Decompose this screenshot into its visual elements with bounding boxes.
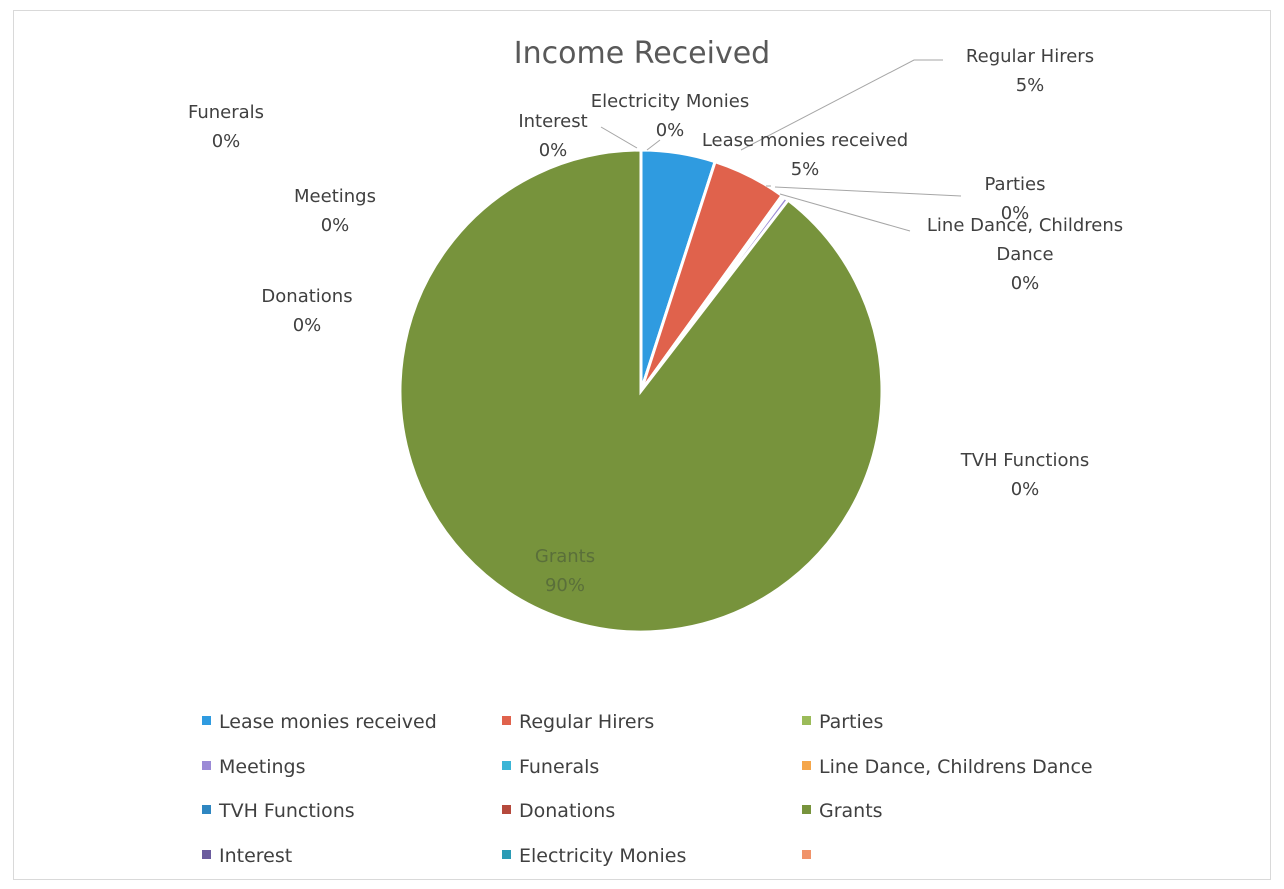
legend-swatch — [502, 805, 511, 814]
legend-item-donations: Donations — [502, 800, 615, 822]
data-label-electricity-monies: Electricity Monies 0% — [590, 91, 750, 141]
data-label-grants: Grants 90% — [534, 546, 596, 596]
legend-swatch — [802, 716, 811, 725]
legend-swatch — [802, 761, 811, 770]
chart-title: Income Received — [513, 36, 771, 71]
data-label-funerals: Funerals 0% — [187, 102, 265, 152]
legend-swatch — [502, 761, 511, 770]
legend-swatch — [202, 850, 211, 859]
legend-item-parties: Parties — [802, 711, 883, 733]
legend-swatch — [202, 805, 211, 814]
chart-frame — [13, 10, 1271, 880]
leader-line-electricity — [646, 139, 661, 151]
leader-line-regular-hirers — [740, 59, 943, 151]
data-label-meetings: Meetings 0% — [294, 186, 376, 236]
legend-item-meetings: Meetings — [202, 756, 306, 778]
leader-line-interest — [600, 126, 638, 149]
legend-item-regular-hirers: Regular Hirers — [502, 711, 654, 733]
legend-item-interest: Interest — [202, 845, 292, 867]
legend-item-line-dance: Line Dance, Childrens Dance — [802, 756, 1093, 778]
data-label-tvh-functions: TVH Functions 0% — [960, 450, 1090, 500]
leader-line-line-dance — [779, 193, 911, 232]
pie-slice-grants — [398, 148, 884, 634]
legend-item-funerals: Funerals — [502, 756, 599, 778]
legend-item-tvh-functions: TVH Functions — [202, 800, 355, 822]
data-label-parties: Parties 0% — [984, 174, 1046, 224]
data-label-regular-hirers: Regular Hirers 5% — [965, 46, 1095, 96]
data-label-line-dance: Line Dance, Childrens Dance 0% — [926, 215, 1124, 294]
data-label-interest: Interest 0% — [518, 111, 588, 161]
legend-item-electricity-monies: Electricity Monies — [502, 845, 686, 867]
legend-swatch — [802, 805, 811, 814]
legend-item-lease-monies-received: Lease monies received — [202, 711, 437, 733]
data-label-lease-monies-received: Lease monies received 5% — [701, 130, 909, 180]
legend-item-unnamed — [802, 845, 819, 867]
legend-swatch — [502, 850, 511, 859]
leader-line-parties — [774, 186, 962, 197]
legend-swatch — [202, 716, 211, 725]
data-label-donations: Donations 0% — [261, 286, 353, 336]
legend-swatch — [202, 761, 211, 770]
legend-swatch — [802, 850, 811, 859]
legend-item-grants: Grants — [802, 800, 883, 822]
legend-swatch — [502, 716, 511, 725]
